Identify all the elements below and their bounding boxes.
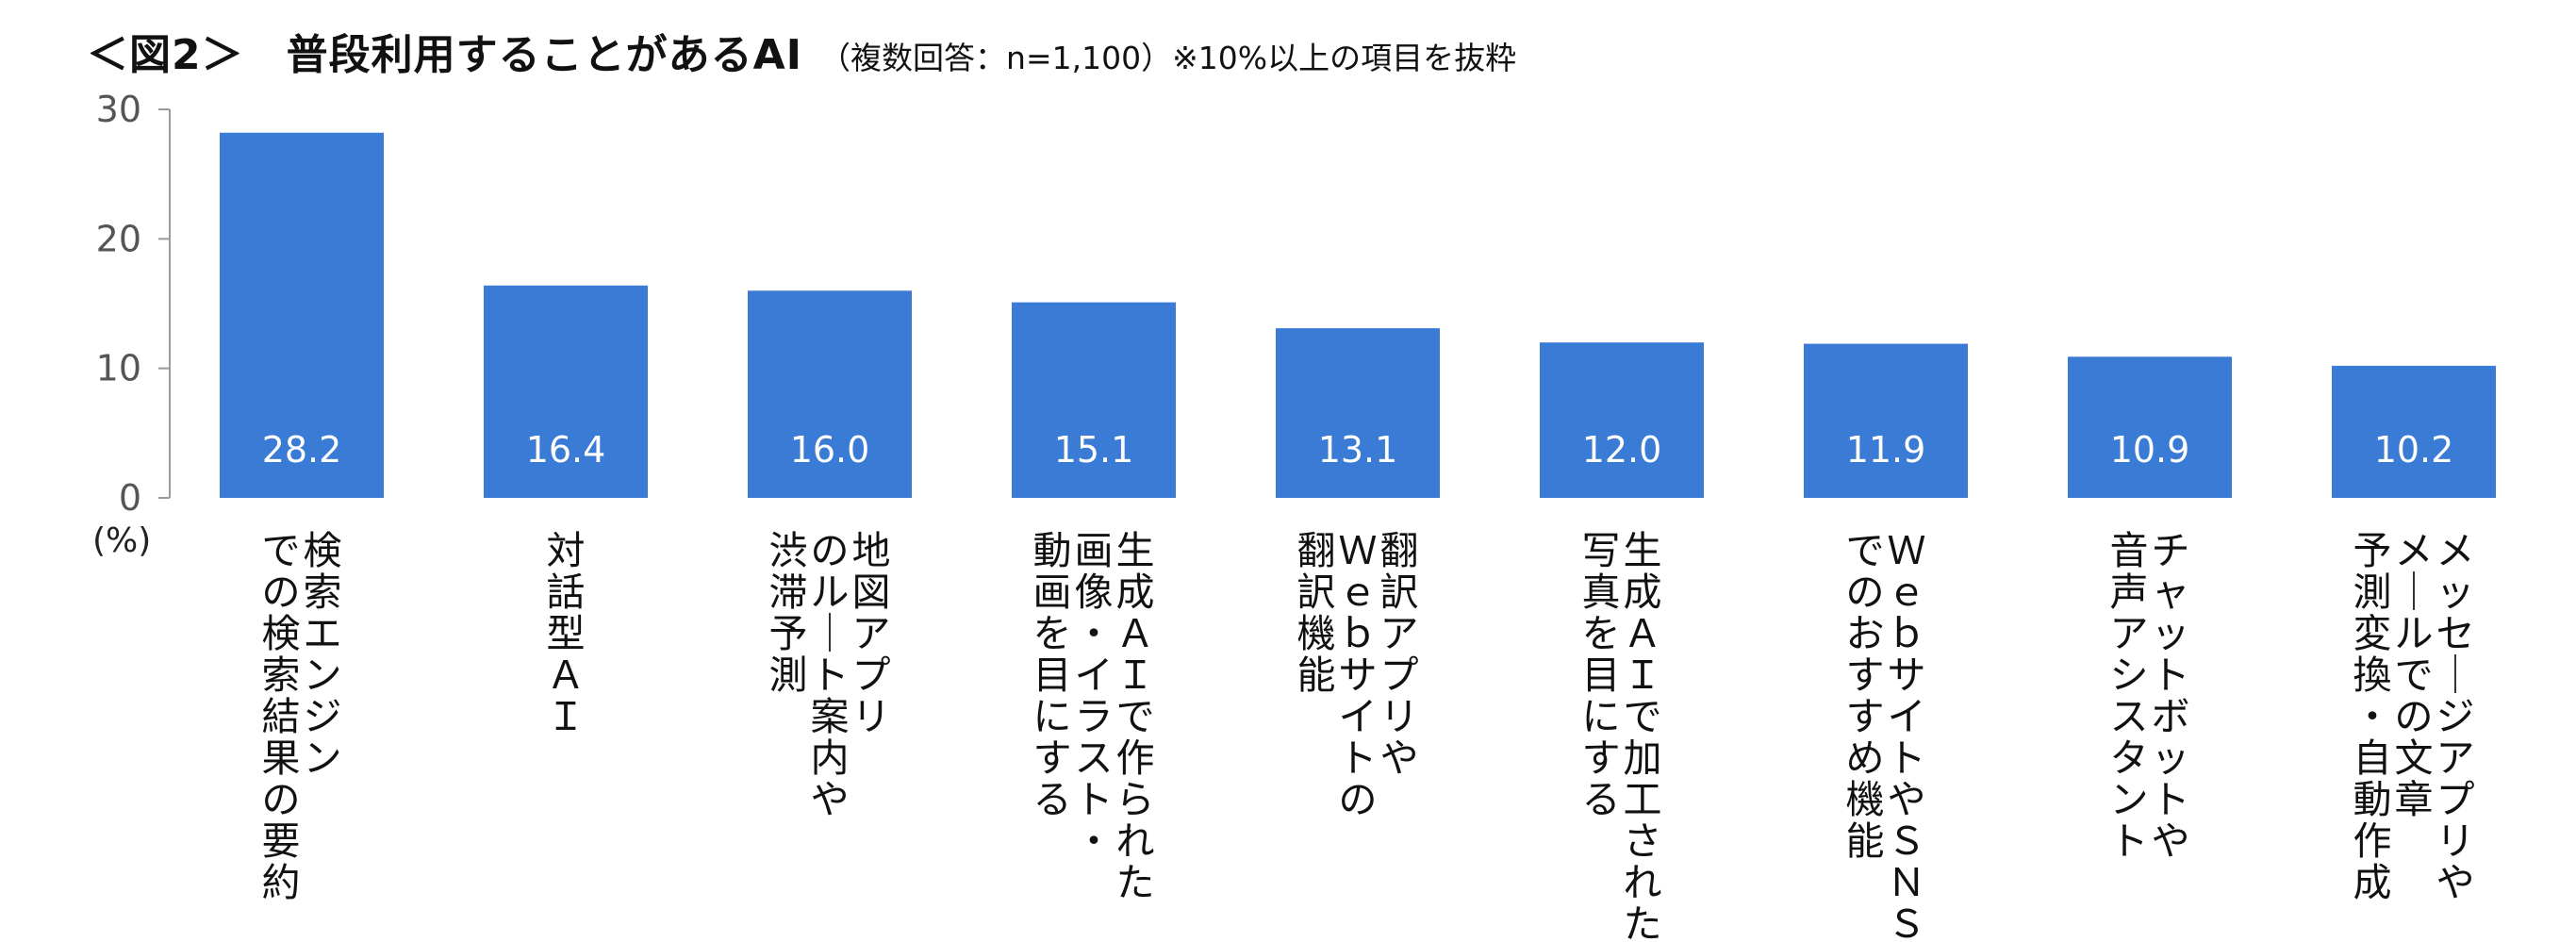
- category-label: 生成ＡＩで加工された: [1624, 528, 1662, 942]
- bar-9: [2332, 365, 2496, 498]
- category-label: メッセ｜ジアプリや: [2436, 528, 2475, 905]
- value-label: 10.9: [2110, 429, 2190, 471]
- category-label: ＷｅｂサイトやＳＮＳ: [1888, 528, 1926, 942]
- bar-1: [220, 132, 384, 498]
- category-label: のル｜ト案内や: [811, 528, 850, 822]
- value-label: 12.0: [1582, 429, 1662, 471]
- category-label: 音声アシスタント: [2110, 528, 2149, 864]
- category-label: 生成ＡＩで作られた: [1116, 528, 1155, 905]
- category-label: 写真を目にする: [1582, 528, 1621, 822]
- chart-subtitle: （複数回答：n=1,100）※10%以上の項目を抜粋: [819, 40, 1517, 76]
- bar-6: [1540, 342, 1704, 498]
- category-label: チャットボットや: [2152, 528, 2190, 864]
- category-label: 予測変換・自動作成: [2353, 528, 2392, 905]
- category-label: でのおすすめ機能: [1846, 528, 1885, 864]
- value-label: 28.2: [262, 429, 342, 471]
- category-label: 画像・イラスト・: [1075, 528, 1114, 864]
- bar-8: [2068, 356, 2232, 498]
- category-label: 翻訳アプリや: [1380, 528, 1419, 781]
- category-label: 動画を目にする: [1033, 528, 1072, 822]
- y-tick-label: 20: [96, 218, 141, 259]
- category-label: 地図アプリ: [852, 528, 891, 739]
- category-label: 対話型ＡＩ: [547, 528, 586, 739]
- chart-title: ＜図2＞ 普段利用することがあるAI: [87, 31, 803, 79]
- value-label: 10.2: [2374, 429, 2454, 471]
- y-tick-label: 10: [96, 348, 141, 389]
- value-label: 16.0: [790, 429, 870, 471]
- bar-2: [484, 285, 648, 498]
- y-tick-label: 30: [96, 89, 141, 130]
- category-label: 検索エンジン: [304, 528, 342, 781]
- value-label: 16.4: [526, 429, 606, 471]
- value-label: 13.1: [1318, 429, 1398, 471]
- value-label: 15.1: [1054, 429, 1134, 471]
- bar-3: [748, 290, 912, 498]
- category-label: 翻訳機能: [1297, 528, 1336, 698]
- category-label: 渋滞予測: [769, 528, 808, 698]
- bar-4: [1012, 302, 1176, 498]
- bar-7: [1804, 343, 1968, 498]
- value-label: 11.9: [1846, 429, 1926, 471]
- category-label: メ｜ルでの文章: [2395, 528, 2434, 822]
- bar-5: [1276, 328, 1440, 498]
- y-tick-label: 0: [119, 477, 141, 519]
- category-label: での検索結果の要約: [262, 528, 301, 905]
- chart-title-row: ＜図2＞ 普段利用することがあるAI （複数回答：n=1,100）※10%以上の項…: [87, 21, 1516, 81]
- y-axis-unit-label: (%): [92, 521, 151, 560]
- category-label: Ｗｅｂサイトの: [1339, 528, 1378, 822]
